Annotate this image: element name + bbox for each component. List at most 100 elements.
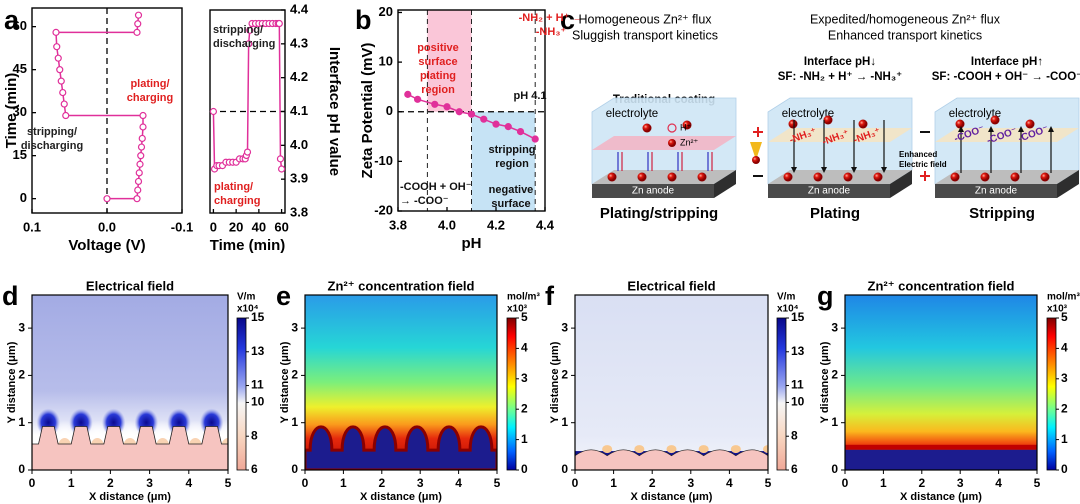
electrode [305, 425, 497, 470]
colorbar-tick-label: 13 [791, 344, 805, 358]
data-point [134, 20, 142, 28]
coating-layer [935, 128, 1079, 142]
data-point [53, 43, 61, 51]
plot-frame [31, 294, 229, 471]
y-tick-label: 3 [831, 320, 838, 334]
panel-caption: Plating/stripping [600, 205, 718, 222]
zn-ion [858, 119, 868, 129]
colorbar [236, 317, 247, 471]
data-point [52, 28, 60, 36]
data-point [139, 123, 147, 131]
zn-ion [637, 172, 647, 182]
colorbar-tick-label: 2 [1061, 401, 1068, 415]
data-point [134, 177, 143, 186]
x-axis-label: X distance (μm) [89, 491, 171, 503]
y-tick-label: 2 [561, 368, 568, 382]
y-tick-label: 2 [831, 368, 838, 382]
y-tick-label: 1 [291, 415, 298, 429]
colorbar-tick-label: 6 [251, 462, 258, 476]
y-tick-label: 1 [18, 415, 25, 429]
electrode-layer [575, 451, 768, 458]
colorbar-tick-label: 10 [791, 395, 805, 409]
schematic-title: Expedited/homogeneous Zn²⁺ flux [810, 12, 1001, 26]
legend-label: H⁺ [680, 122, 691, 132]
heatmap-title: Zn²⁺ concentration field [328, 278, 475, 293]
zn-ion [980, 172, 990, 182]
anode-front [592, 184, 714, 198]
y-tick-label: 3 [291, 320, 298, 334]
annotation: -NH₂ + H⁺ → [519, 12, 584, 24]
zn-ion [1025, 119, 1035, 129]
panel-heading: Interface pH↓ [804, 56, 876, 68]
x-axis-label: X distance (μm) [360, 491, 442, 503]
heatmap-title: Electrical field [627, 278, 715, 293]
x-tick-label: 1 [880, 476, 887, 490]
y-tick-label: 45 [13, 61, 27, 76]
x-tick-label: 3 [417, 476, 424, 490]
data-point [480, 115, 488, 123]
colorbar-tick-label: 8 [791, 428, 798, 442]
y-tick-label: 0 [831, 462, 838, 476]
x-tick-label: 1 [340, 476, 347, 490]
schematic-title: Enhanced transport kinetics [828, 28, 982, 42]
data-point [516, 127, 525, 136]
field [845, 295, 1037, 470]
arrow-head [988, 126, 994, 132]
y-tick-label: 4.0 [290, 137, 308, 152]
y-tick-label: 0 [561, 462, 568, 476]
arrow-head [958, 126, 964, 132]
arrow-head [1018, 126, 1024, 132]
data-point [137, 152, 145, 160]
anode-label: Zn anode [975, 186, 1018, 197]
anode-label: Zn anode [632, 186, 675, 197]
x-tick-label: 2 [378, 476, 385, 490]
data-point [443, 103, 451, 111]
data-point [531, 135, 539, 143]
plot-frame [304, 294, 498, 471]
deposit-edge [845, 444, 1037, 450]
zn-ion [955, 119, 965, 129]
x-tick-label: 2 [107, 476, 114, 490]
y-tick-label: 20 [379, 4, 393, 19]
data-point [134, 186, 142, 194]
zn-ion [1010, 172, 1020, 182]
x-tick-label: 0 [842, 476, 849, 490]
field [305, 295, 497, 470]
data-point [103, 195, 111, 203]
zn-ion [788, 119, 798, 129]
colorbar [1046, 317, 1057, 471]
panel-label: e [276, 281, 291, 311]
panel-caption: Stripping [969, 205, 1035, 222]
arrow-head [881, 167, 887, 173]
x-tick-label: 4.4 [536, 217, 555, 232]
colorbar-scale: x10³ [1047, 304, 1068, 315]
colorbar-unit: V/m [777, 292, 795, 303]
schematic-title: Sluggish transport kinetics [572, 28, 718, 42]
x-axis-label: pH [462, 235, 482, 252]
field-warm [634, 445, 645, 454]
y-axis-label: Y distance (μm) [6, 341, 18, 423]
annotation: plating/ [130, 78, 169, 90]
y-tick-label: 0 [291, 462, 298, 476]
annotation: surface [491, 198, 530, 210]
x-tick-label: 1 [610, 476, 617, 490]
x-tick-label: 0.0 [98, 219, 116, 234]
annotation: stripping/ [213, 24, 263, 36]
data-point [277, 165, 286, 173]
x-axis-label: Time (min) [210, 237, 286, 254]
annotation: plating [420, 70, 456, 82]
y-tick-label: -10 [374, 153, 393, 168]
plot-frame [574, 294, 769, 471]
data-point [504, 123, 512, 131]
zn-ion [642, 123, 652, 133]
colorbar-tick-label: 1 [521, 432, 528, 446]
x-tick-label: 0.1 [23, 219, 41, 234]
annotation: -COOH + OH⁻ [400, 181, 472, 193]
y-axis-label: Time (min) [3, 73, 20, 149]
x-tick-label: 5 [765, 476, 772, 490]
colorbar-tick-label: 5 [1061, 310, 1068, 324]
data-point [414, 95, 422, 103]
data-point [60, 100, 68, 108]
panel-heading: SF: -COOH + OH⁻ → -COO⁻ [932, 71, 1080, 83]
